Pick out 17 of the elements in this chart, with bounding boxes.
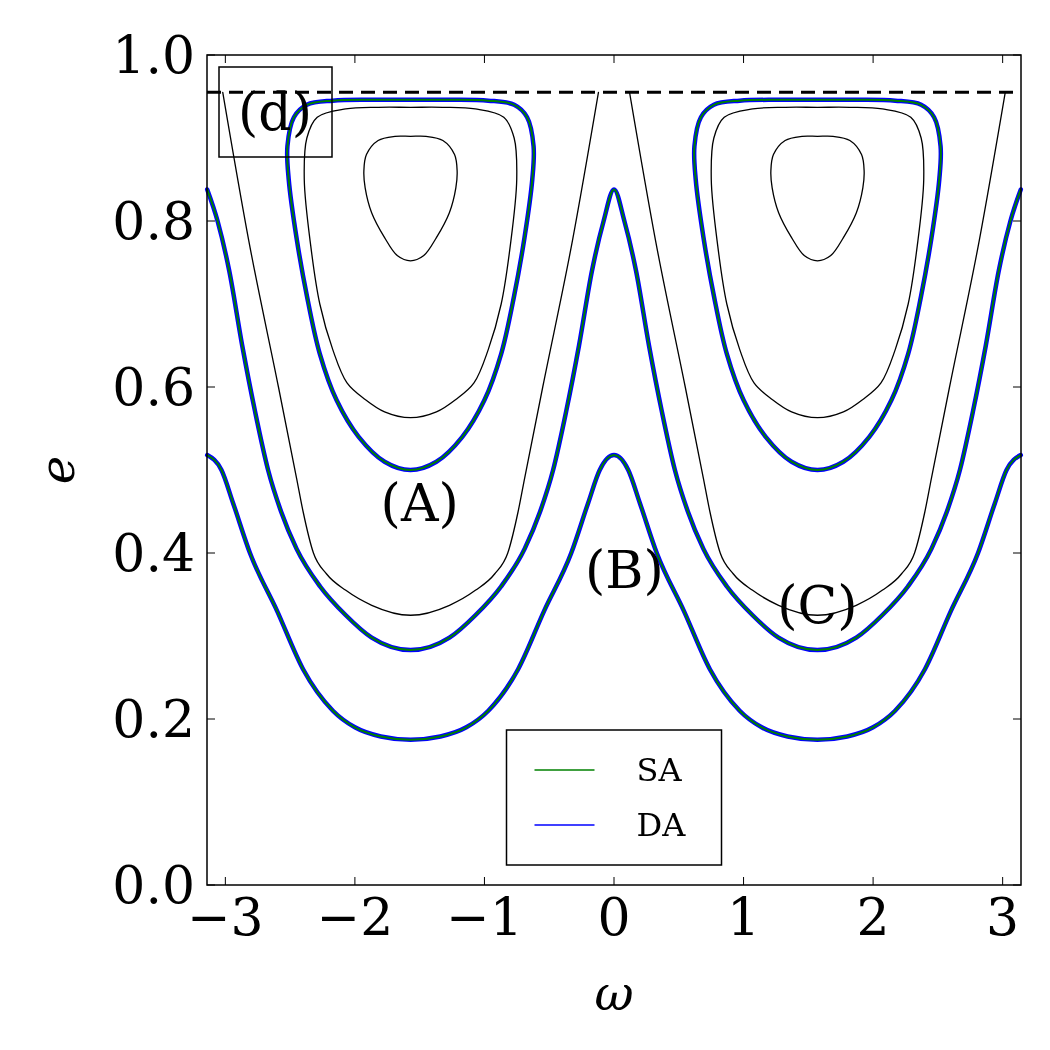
annotation: (A) <box>380 473 459 534</box>
x-tick-label: 3 <box>986 887 1020 947</box>
x-tick-label: 0 <box>597 887 631 947</box>
y-axis-title: e <box>29 455 85 485</box>
y-tick-label: 0.8 <box>112 191 195 251</box>
y-tick-label: 0.6 <box>112 357 195 417</box>
x-tick-label: −2 <box>316 887 394 947</box>
y-tick-label: 0.4 <box>112 523 195 583</box>
x-tick-label: 1 <box>727 887 761 947</box>
legend-label: SA <box>636 751 683 789</box>
x-tick-label: 2 <box>856 887 890 947</box>
x-axis-title: ω <box>594 965 634 1021</box>
y-tick-label: 1.0 <box>112 25 195 85</box>
annotation: (B) <box>584 539 664 600</box>
legend-label: DA <box>636 806 687 844</box>
y-tick-label: 0.2 <box>112 689 195 749</box>
x-tick-label: −1 <box>446 887 523 947</box>
